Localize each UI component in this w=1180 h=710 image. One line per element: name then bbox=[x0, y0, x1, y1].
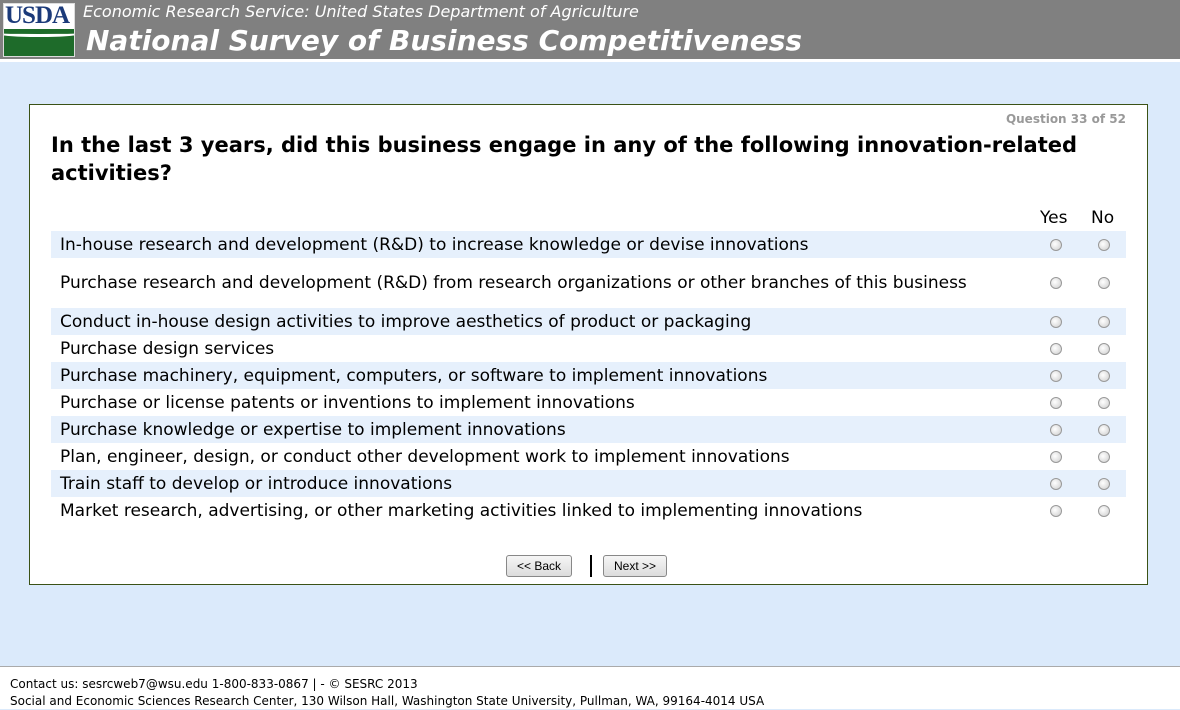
footer-address: Social and Economic Sciences Research Ce… bbox=[10, 694, 765, 708]
yes-radio[interactable] bbox=[1050, 504, 1062, 517]
question-row: Purchase knowledge or expertise to imple… bbox=[51, 416, 1126, 443]
no-radio[interactable] bbox=[1098, 450, 1110, 463]
usda-logo: USDA bbox=[3, 3, 75, 57]
no-radio[interactable] bbox=[1098, 238, 1110, 251]
question-row: Train staff to develop or introduce inno… bbox=[51, 470, 1126, 497]
next-button[interactable]: Next >> bbox=[603, 555, 668, 577]
yes-radio[interactable] bbox=[1050, 423, 1062, 436]
yes-radio[interactable] bbox=[1050, 477, 1062, 490]
no-radio[interactable] bbox=[1098, 342, 1110, 355]
question-text: In the last 3 years, did this business e… bbox=[51, 133, 1078, 185]
row-label: Market research, advertising, or other m… bbox=[60, 500, 863, 521]
no-radio[interactable] bbox=[1098, 369, 1110, 382]
no-radio[interactable] bbox=[1098, 315, 1110, 328]
row-label: In-house research and development (R&D) … bbox=[60, 234, 809, 255]
back-button[interactable]: << Back bbox=[506, 555, 573, 577]
row-label: Plan, engineer, design, or conduct other… bbox=[60, 446, 790, 467]
no-radio[interactable] bbox=[1098, 504, 1110, 517]
yes-radio[interactable] bbox=[1050, 277, 1062, 289]
header-title: National Survey of Business Competitiven… bbox=[86, 24, 803, 57]
footer: Contact us: sesrcweb7@wsu.edu 1-800-833-… bbox=[0, 666, 1180, 709]
yes-radio[interactable] bbox=[1050, 238, 1062, 251]
row-label: Purchase machinery, equipment, computers… bbox=[60, 365, 768, 386]
row-label: Purchase or license patents or invention… bbox=[60, 392, 635, 413]
column-yes: Yes bbox=[1040, 208, 1068, 228]
no-radio[interactable] bbox=[1098, 396, 1110, 409]
yes-radio[interactable] bbox=[1050, 342, 1062, 355]
yes-radio[interactable] bbox=[1050, 450, 1062, 463]
yes-radio[interactable] bbox=[1050, 396, 1062, 409]
row-label: Purchase knowledge or expertise to imple… bbox=[60, 419, 566, 440]
row-label: Purchase design services bbox=[60, 338, 275, 359]
header: USDA Economic Research Service: United S… bbox=[0, 0, 1180, 62]
question-row: Purchase design services bbox=[51, 335, 1126, 362]
question-row: Purchase or license patents or invention… bbox=[51, 389, 1126, 416]
header-subtitle: Economic Research Service: United States… bbox=[83, 2, 639, 21]
question-row: In-house research and development (R&D) … bbox=[51, 231, 1126, 258]
no-radio[interactable] bbox=[1098, 423, 1110, 436]
question-row: Purchase research and development (R&D) … bbox=[51, 258, 1126, 308]
footer-contact: Contact us: sesrcweb7@wsu.edu 1-800-833-… bbox=[10, 677, 418, 691]
row-label: Purchase research and development (R&D) … bbox=[60, 273, 967, 293]
question-panel: Question 33 of 52 In the last 3 years, d… bbox=[29, 104, 1148, 585]
row-label: Train staff to develop or introduce inno… bbox=[60, 473, 453, 494]
yes-radio[interactable] bbox=[1050, 369, 1062, 382]
question-row: Plan, engineer, design, or conduct other… bbox=[51, 443, 1126, 470]
nav-separator bbox=[590, 555, 592, 577]
no-radio[interactable] bbox=[1098, 477, 1110, 490]
no-radio[interactable] bbox=[1098, 277, 1110, 289]
column-no: No bbox=[1091, 208, 1115, 228]
question-row: Purchase machinery, equipment, computers… bbox=[51, 362, 1126, 389]
yes-radio[interactable] bbox=[1050, 315, 1062, 328]
row-label: Conduct in-house design activities to im… bbox=[60, 311, 752, 332]
question-counter: Question 33 of 52 bbox=[1005, 112, 1126, 126]
question-row: Conduct in-house design activities to im… bbox=[51, 308, 1126, 335]
question-row: Market research, advertising, or other m… bbox=[51, 497, 1126, 524]
